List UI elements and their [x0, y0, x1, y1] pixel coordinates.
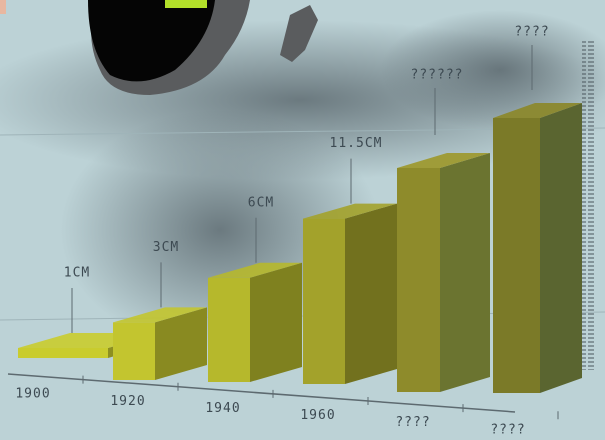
value-label: 6CM	[248, 195, 274, 210]
x-tick-label: 1940	[205, 401, 240, 416]
island	[280, 5, 318, 62]
bar-side	[540, 103, 582, 393]
bar-front	[113, 322, 155, 380]
bar-front	[208, 277, 250, 382]
value-label: ????	[514, 25, 549, 40]
bar-side	[345, 203, 397, 384]
x-tick-label: 1900	[15, 387, 50, 402]
bar	[208, 262, 302, 382]
bar-top	[397, 153, 490, 168]
value-label: 11.5CM	[330, 136, 383, 151]
value-label: 1CM	[64, 266, 90, 281]
bar-top	[493, 103, 582, 118]
bar	[113, 307, 207, 380]
x-tick-label: 1920	[110, 394, 145, 409]
value-label: 3CM	[153, 240, 179, 255]
bar-unknown: ????	[493, 25, 582, 393]
ruler	[582, 40, 594, 370]
bar	[303, 203, 397, 384]
bar-front	[18, 348, 108, 358]
bar-unknown: ??????	[397, 68, 490, 392]
bar-top	[113, 307, 207, 323]
bar-front	[397, 168, 440, 392]
value-label: ??????	[411, 68, 464, 83]
marker	[165, 0, 207, 8]
bar-side	[155, 307, 207, 380]
bar-top	[208, 262, 302, 278]
map-region	[88, 0, 215, 82]
bar-side	[250, 262, 302, 382]
x-axis	[7, 373, 516, 413]
bar-front	[493, 118, 540, 393]
axis-line	[7, 373, 516, 413]
x-tick-label: 1960	[300, 408, 335, 423]
x-tick-label: ????	[395, 415, 430, 430]
bar-top	[303, 203, 397, 219]
bar-side	[440, 153, 490, 392]
cloud	[380, 10, 605, 130]
x-tick-label: ????	[490, 422, 525, 437]
corner	[0, 0, 6, 14]
bar-front	[303, 218, 345, 384]
